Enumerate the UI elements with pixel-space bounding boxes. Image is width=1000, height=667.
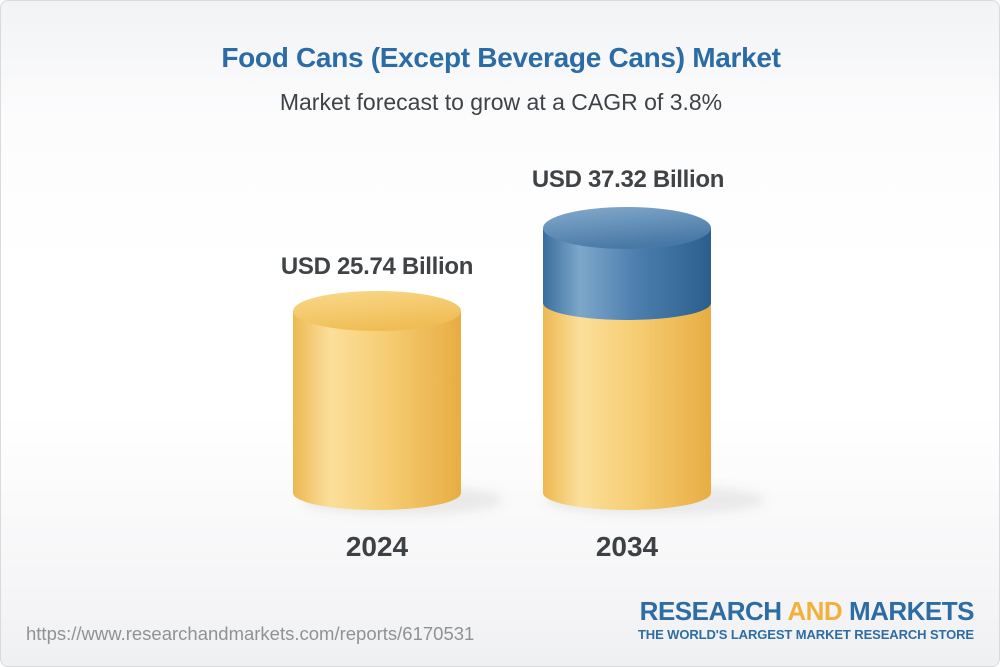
cylinder-2034-top [543, 207, 711, 249]
category-label-2034: 2034 [595, 531, 659, 562]
research-and-markets-logo: RESEARCH AND MARKETS THE WORLD'S LARGEST… [637, 596, 975, 643]
category-label-2024: 2024 [345, 531, 409, 562]
value-label-2034: USD 37.32 Billion [531, 166, 725, 193]
cylinder-2034 [543, 207, 711, 510]
page-title: Food Cans (Except Beverage Cans) Market [221, 42, 781, 73]
value-label-2024: USD 25.74 Billion [280, 253, 474, 280]
logo-wordmark: RESEARCH AND MARKETS [638, 596, 975, 626]
cylinder-2034-base-segment [543, 303, 711, 510]
page-subtitle: Market forecast to grow at a CAGR of 3.8… [279, 89, 723, 115]
cylinder-2034-growth-segment [543, 228, 711, 320]
cylinder-2024 [293, 291, 461, 510]
logo-word-research: RESEARCH [639, 596, 782, 626]
logo-tagline: THE WORLD'S LARGEST MARKET RESEARCH STOR… [637, 627, 974, 642]
report-url-link[interactable]: https://www.researchandmarkets.com/repor… [26, 623, 475, 644]
logo-word-markets: MARKETS [848, 596, 975, 626]
logo-word-and: AND [787, 596, 843, 626]
